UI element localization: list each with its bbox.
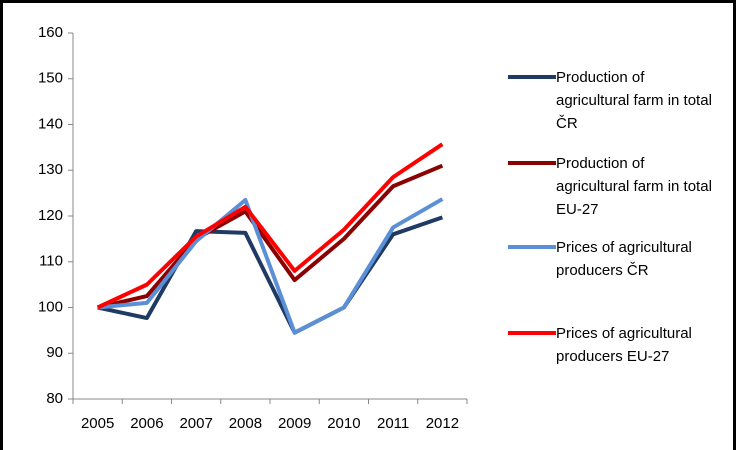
legend-label: Prices of agricultural producers EU-27 bbox=[556, 325, 692, 365]
x-tick-label: 2006 bbox=[130, 415, 163, 432]
x-tick-label: 2007 bbox=[179, 415, 212, 432]
y-tick-label: 110 bbox=[39, 253, 63, 270]
legend-marker bbox=[508, 75, 556, 79]
x-tick-label: 2012 bbox=[426, 415, 459, 432]
y-tick-label: 80 bbox=[46, 390, 63, 407]
y-tick-label: 150 bbox=[38, 70, 63, 87]
legend-marker bbox=[508, 161, 556, 165]
x-tick-label: 2005 bbox=[81, 415, 114, 432]
y-tick-label: 120 bbox=[38, 207, 63, 224]
legend-label: Production of agricultural farm in total… bbox=[556, 69, 712, 132]
x-tick-label: 2008 bbox=[229, 415, 262, 432]
legend-marker bbox=[508, 331, 556, 335]
legend-label: Prices of agricultural producers ČR bbox=[556, 239, 692, 279]
legend-marker bbox=[508, 245, 556, 249]
y-tick-label: 160 bbox=[38, 24, 63, 41]
y-tick-label: 90 bbox=[46, 344, 63, 361]
x-tick-label: 2011 bbox=[377, 415, 409, 432]
series-line bbox=[97, 163, 444, 310]
series-line bbox=[97, 197, 444, 335]
x-tick-label: 2010 bbox=[327, 415, 360, 432]
legend-label: Production of agricultural farm in total… bbox=[556, 155, 712, 218]
x-tick-label: 2009 bbox=[278, 415, 311, 432]
series-line bbox=[97, 215, 444, 335]
y-tick-label: 140 bbox=[38, 115, 63, 132]
series-line bbox=[96, 142, 444, 310]
y-tick-label: 100 bbox=[38, 298, 63, 315]
y-tick-label: 130 bbox=[38, 161, 63, 178]
